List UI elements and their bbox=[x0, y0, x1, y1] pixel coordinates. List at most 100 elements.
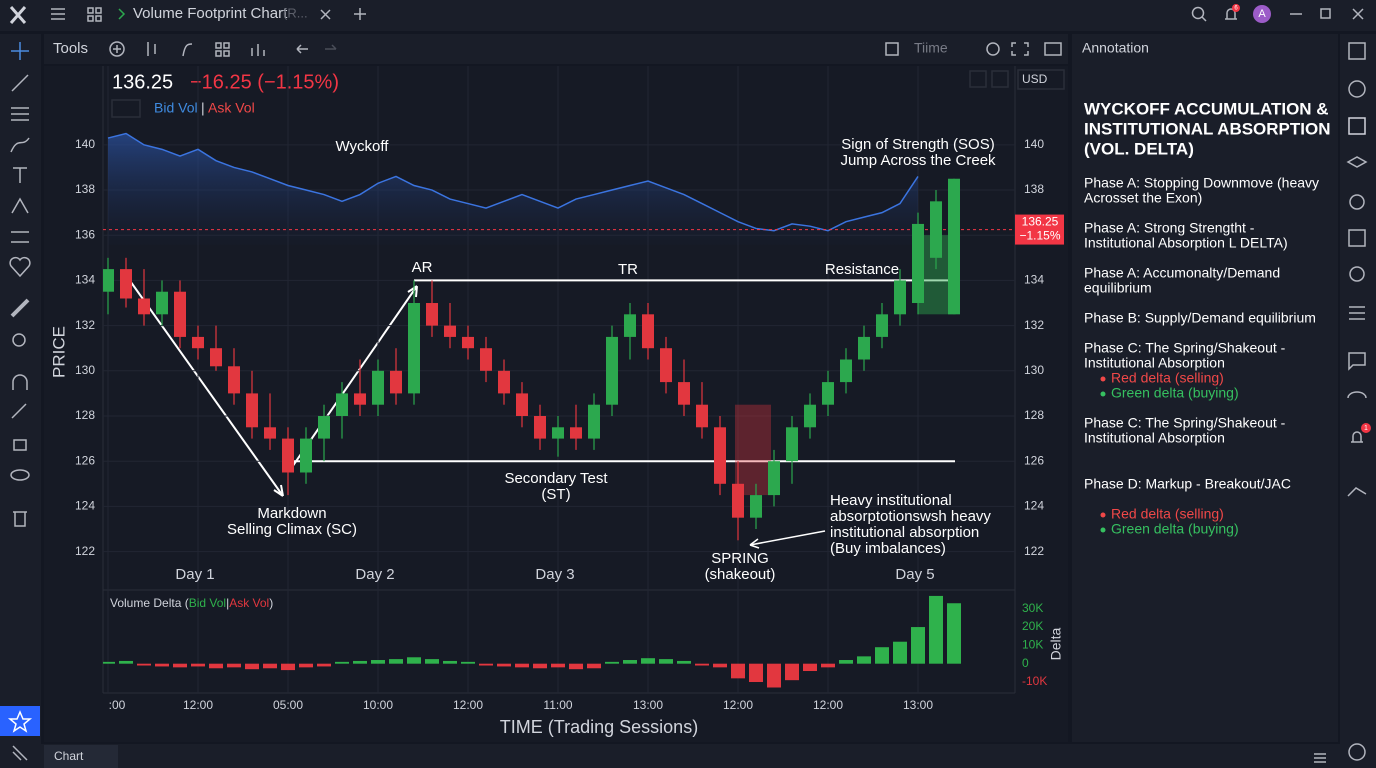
tools-label[interactable]: Tools bbox=[53, 40, 88, 57]
redo[interactable] bbox=[325, 44, 337, 50]
candle-body bbox=[930, 201, 942, 258]
favorite-tool[interactable] bbox=[9, 256, 31, 278]
notifications[interactable] bbox=[1351, 431, 1363, 443]
avatar[interactable] bbox=[1253, 5, 1271, 23]
currency-button[interactable] bbox=[1017, 69, 1065, 90]
pin-button[interactable] bbox=[969, 70, 987, 88]
delta-bar bbox=[137, 663, 151, 666]
trash[interactable] bbox=[13, 511, 27, 527]
y-tick-label-right: 122 bbox=[1024, 544, 1044, 558]
trading[interactable] bbox=[1347, 487, 1367, 497]
watchlist[interactable] bbox=[1348, 42, 1366, 60]
legend-toggle[interactable] bbox=[111, 99, 141, 118]
expand-button[interactable] bbox=[991, 70, 1009, 88]
search-icon[interactable] bbox=[1191, 6, 1205, 20]
delta-bar bbox=[281, 663, 295, 671]
delta-legend: Volume Delta (Bid Vol|Ask Vol) bbox=[110, 596, 273, 610]
last-price-box bbox=[1015, 214, 1064, 245]
candle-body bbox=[336, 393, 348, 416]
lock[interactable] bbox=[13, 439, 27, 451]
delta-bar bbox=[443, 660, 457, 664]
fullscreen-icon[interactable] bbox=[1011, 42, 1029, 56]
new-tab[interactable] bbox=[354, 8, 366, 20]
magnet[interactable] bbox=[12, 374, 28, 390]
ruler[interactable] bbox=[10, 298, 30, 318]
calendar[interactable] bbox=[1348, 229, 1366, 247]
crosshair[interactable] bbox=[11, 42, 29, 60]
phase-line: Phase D: Markup - Breakout/JAC bbox=[1084, 476, 1291, 492]
bottom-menu[interactable] bbox=[1314, 753, 1326, 763]
candle-body bbox=[372, 370, 384, 405]
legend-ask: Ask Vol bbox=[208, 100, 255, 116]
delta-bar bbox=[785, 663, 799, 681]
top-bar bbox=[0, 0, 1376, 31]
add-icon[interactable] bbox=[109, 41, 125, 57]
delta-bar bbox=[839, 660, 853, 664]
close-window[interactable] bbox=[1352, 8, 1364, 20]
chat[interactable] bbox=[1348, 352, 1366, 371]
line bbox=[107, 132, 919, 232]
tab-label[interactable]: Chart bbox=[54, 749, 84, 763]
delta-legend-bid: Bid Vol bbox=[189, 596, 226, 610]
candle-body bbox=[714, 427, 726, 484]
trend-line[interactable] bbox=[11, 74, 29, 92]
help[interactable] bbox=[1348, 743, 1366, 761]
left-sidebar bbox=[0, 34, 41, 768]
camera-icon[interactable] bbox=[1044, 42, 1062, 56]
chart-tab[interactable] bbox=[44, 745, 118, 768]
candle-body bbox=[138, 298, 150, 315]
prediction-tool[interactable] bbox=[11, 231, 29, 243]
panel-title: (VOL. DELTA) bbox=[1084, 139, 1194, 158]
y-tick-label-right: 140 bbox=[1024, 137, 1044, 151]
templates-icon[interactable] bbox=[215, 42, 230, 57]
ideas[interactable] bbox=[1349, 266, 1365, 282]
text-tool[interactable] bbox=[13, 167, 27, 183]
y-tick-label: 132 bbox=[75, 318, 95, 332]
power[interactable] bbox=[1349, 194, 1365, 210]
fx-icon[interactable] bbox=[182, 43, 193, 57]
delta-bar bbox=[191, 663, 205, 667]
menu-icon[interactable] bbox=[51, 8, 65, 20]
layout-icon[interactable] bbox=[87, 7, 102, 22]
settings-icon[interactable] bbox=[986, 42, 1000, 56]
fib-tool[interactable] bbox=[11, 107, 29, 121]
y-tick-label: 122 bbox=[75, 544, 95, 558]
candle-body bbox=[120, 269, 132, 299]
delta-legend-ask: Ask Vol bbox=[229, 596, 269, 610]
close-tab[interactable] bbox=[320, 9, 331, 20]
time-label[interactable]: Tiime bbox=[914, 40, 948, 56]
indicators-icon[interactable] bbox=[251, 44, 265, 56]
delta-bar bbox=[497, 663, 511, 667]
day-label: Day 2 bbox=[355, 566, 394, 583]
candle-body bbox=[228, 366, 240, 394]
list[interactable] bbox=[1349, 306, 1365, 320]
lock-draw[interactable] bbox=[11, 403, 27, 419]
layers[interactable] bbox=[1346, 156, 1368, 168]
candle-body bbox=[516, 393, 528, 416]
checkbox[interactable] bbox=[885, 42, 899, 56]
y-tick-label-right: 138 bbox=[1024, 182, 1044, 196]
delta-bar bbox=[659, 659, 673, 664]
stream[interactable] bbox=[1347, 391, 1367, 399]
last-price: 136.25 bbox=[112, 71, 173, 93]
currency-label[interactable]: USD bbox=[1022, 72, 1048, 86]
visibility[interactable] bbox=[10, 469, 30, 481]
phase-line: Phase C: The Spring/Shakeout - bbox=[1084, 415, 1286, 431]
undo[interactable] bbox=[296, 44, 308, 54]
data-window[interactable] bbox=[1348, 117, 1366, 135]
logo[interactable] bbox=[9, 6, 27, 24]
pattern-tool[interactable] bbox=[11, 197, 29, 214]
maximize[interactable] bbox=[1320, 8, 1331, 19]
delta-bar bbox=[515, 663, 529, 668]
brush-tool[interactable] bbox=[10, 137, 30, 153]
annotation-panel bbox=[1072, 34, 1338, 742]
bell-icon[interactable] bbox=[1225, 8, 1237, 20]
candle-body bbox=[642, 314, 654, 349]
right-strip bbox=[1340, 34, 1376, 768]
collapse[interactable] bbox=[12, 745, 28, 761]
alerts[interactable] bbox=[1348, 80, 1366, 98]
phase-line: equilibrium bbox=[1084, 280, 1152, 296]
zoom[interactable] bbox=[12, 333, 26, 347]
bars-icon[interactable] bbox=[147, 42, 156, 56]
y-tick-label-right: 130 bbox=[1024, 363, 1044, 377]
